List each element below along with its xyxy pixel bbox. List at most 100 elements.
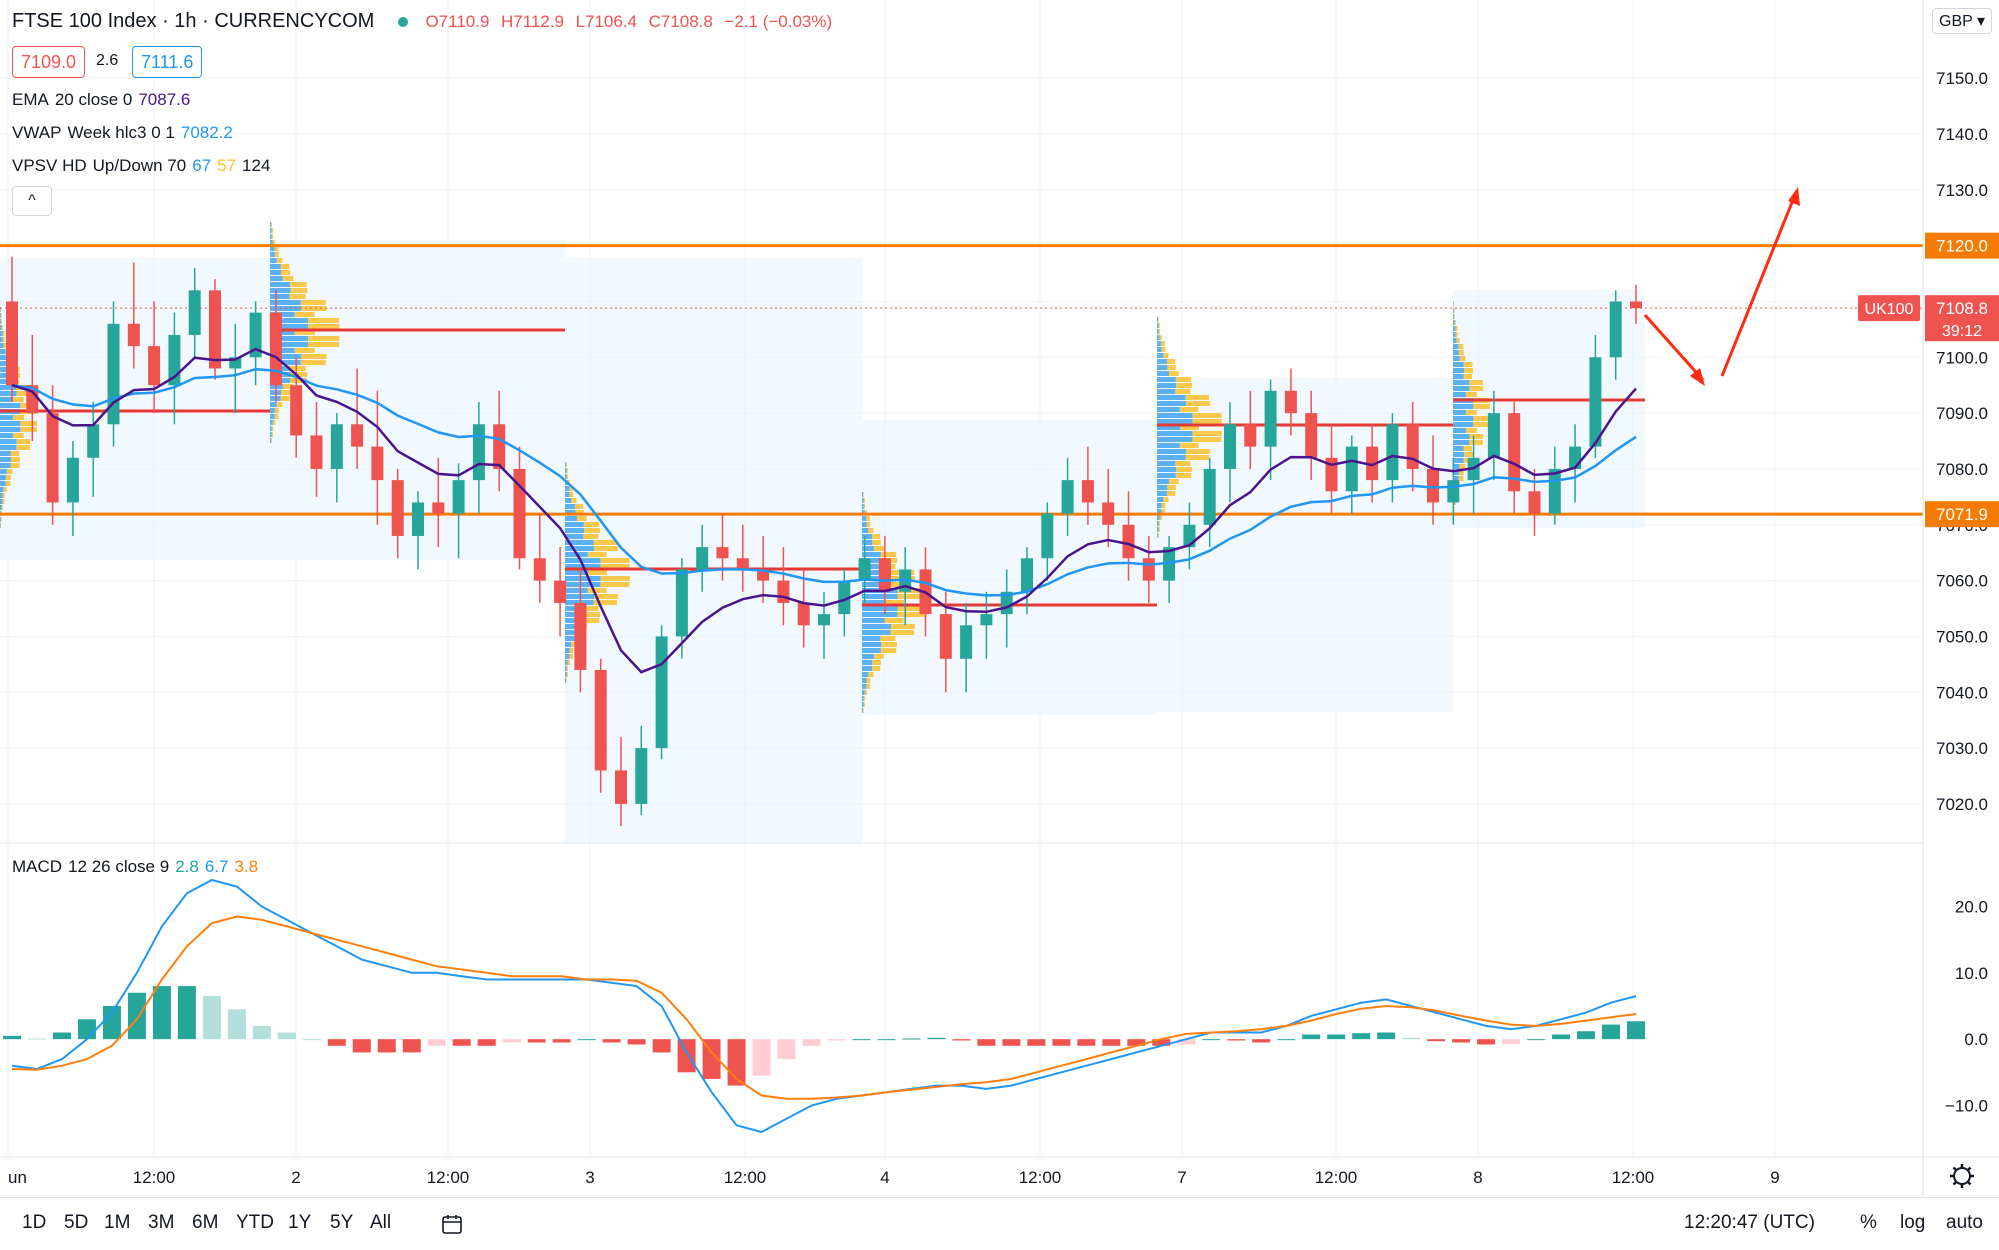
candle-body[interactable] [656,636,668,748]
candle-body[interactable] [1447,480,1459,502]
candle-body[interactable] [493,424,505,469]
candle-body[interactable] [1021,558,1033,591]
candle-body[interactable] [311,435,323,468]
candle-body[interactable] [595,670,607,770]
candle-body[interactable] [1285,391,1297,413]
candle-body[interactable] [798,603,810,625]
candle-body[interactable] [1549,469,1561,514]
utc-clock[interactable]: 12:20:47 (UTC) [1684,1212,1815,1234]
candle-body[interactable] [980,614,992,625]
vp-bar-up [862,672,868,677]
vp-bar-down [271,438,272,443]
vp-bar-down [874,654,884,659]
candle-body[interactable] [1610,301,1622,357]
candle-body[interactable] [615,770,627,803]
candle-body[interactable] [777,581,789,603]
candle-body[interactable] [1265,391,1277,447]
candle-body[interactable] [128,324,140,346]
vp-bar-up [1157,335,1160,340]
log-toggle[interactable]: log [1900,1212,1925,1234]
collapse-legend-button[interactable]: ^ [12,186,52,216]
bid-price-button[interactable]: 7109.0 [12,46,85,78]
candle-body[interactable] [108,324,120,424]
candle-body[interactable] [1305,413,1317,458]
macd-histogram-bar [1327,1035,1345,1040]
candle-body[interactable] [473,424,485,480]
candle-body[interactable] [1488,413,1500,458]
timeframe-1y[interactable]: 1Y [288,1212,311,1234]
candle-body[interactable] [859,558,871,580]
projection-arrow-up [1722,195,1795,376]
vp-bar-down [881,648,896,653]
candle-body[interactable] [47,413,59,502]
candle-body[interactable] [351,424,363,446]
timeframe-1m[interactable]: 1M [104,1212,130,1234]
vp-bar-down [1473,416,1490,421]
candle-body[interactable] [1529,491,1541,513]
time-axis-label: 4 [880,1168,889,1187]
percent-toggle[interactable]: % [1860,1212,1877,1234]
candle-body[interactable] [1082,480,1094,502]
timeframe-6m[interactable]: 6M [192,1212,218,1234]
timeframe-5d[interactable]: 5D [64,1212,88,1234]
timeframe-3m[interactable]: 3M [148,1212,174,1234]
candle-body[interactable] [676,569,688,636]
candle-body[interactable] [1143,558,1155,580]
candle-body[interactable] [696,547,708,569]
timeframe-1d[interactable]: 1D [22,1212,46,1234]
candle-body[interactable] [534,558,546,580]
candle-body[interactable] [554,581,566,603]
timeframe-all[interactable]: All [370,1212,391,1234]
candle-body[interactable] [717,547,729,558]
candle-body[interactable] [270,313,282,386]
candle-body[interactable] [737,558,749,569]
candle-body[interactable] [209,290,221,368]
vp-bar-up [270,414,275,419]
candle-body[interactable] [1630,301,1642,308]
candle-body[interactable] [1346,447,1358,492]
candle-body[interactable] [818,614,830,625]
candle-body[interactable] [1102,502,1114,524]
candle-body[interactable] [148,346,160,385]
candle-body[interactable] [1427,469,1439,502]
candle-body[interactable] [1062,480,1074,513]
candle-body[interactable] [87,424,99,457]
candle-body[interactable] [940,614,952,659]
candle-body[interactable] [960,625,972,658]
candle-body[interactable] [331,424,343,469]
candle-body[interactable] [1123,525,1135,558]
vp-bar-up [565,498,571,503]
candle-body[interactable] [189,290,201,335]
auto-toggle[interactable]: auto [1946,1212,1983,1234]
candle-body[interactable] [67,458,79,503]
candle-body[interactable] [1244,424,1256,446]
candle-body[interactable] [1041,514,1053,559]
candle-body[interactable] [432,502,444,513]
currency-dropdown[interactable]: GBP ▾ [1932,8,1992,34]
candle-body[interactable] [1386,424,1398,480]
candle-body[interactable] [6,301,18,385]
candle-body[interactable] [392,480,404,536]
candle-body[interactable] [1224,424,1236,469]
vp-bar-down [868,528,873,533]
calendar-icon[interactable] [440,1212,464,1242]
candle-body[interactable] [412,502,424,535]
candle-body[interactable] [635,748,647,804]
candle-body[interactable] [1569,447,1581,469]
candle-body[interactable] [371,447,383,480]
timeframe-5y[interactable]: 5Y [330,1212,353,1234]
candle-body[interactable] [1204,469,1216,525]
ask-price-button[interactable]: 7111.6 [132,46,202,78]
candle-body[interactable] [453,480,465,513]
candle-body[interactable] [574,603,586,670]
vp-bar-down [872,666,880,671]
candle-body[interactable] [290,385,302,435]
timeframe-ytd[interactable]: YTD [236,1212,274,1234]
candle-body[interactable] [1589,357,1601,446]
candle-body[interactable] [879,558,891,591]
